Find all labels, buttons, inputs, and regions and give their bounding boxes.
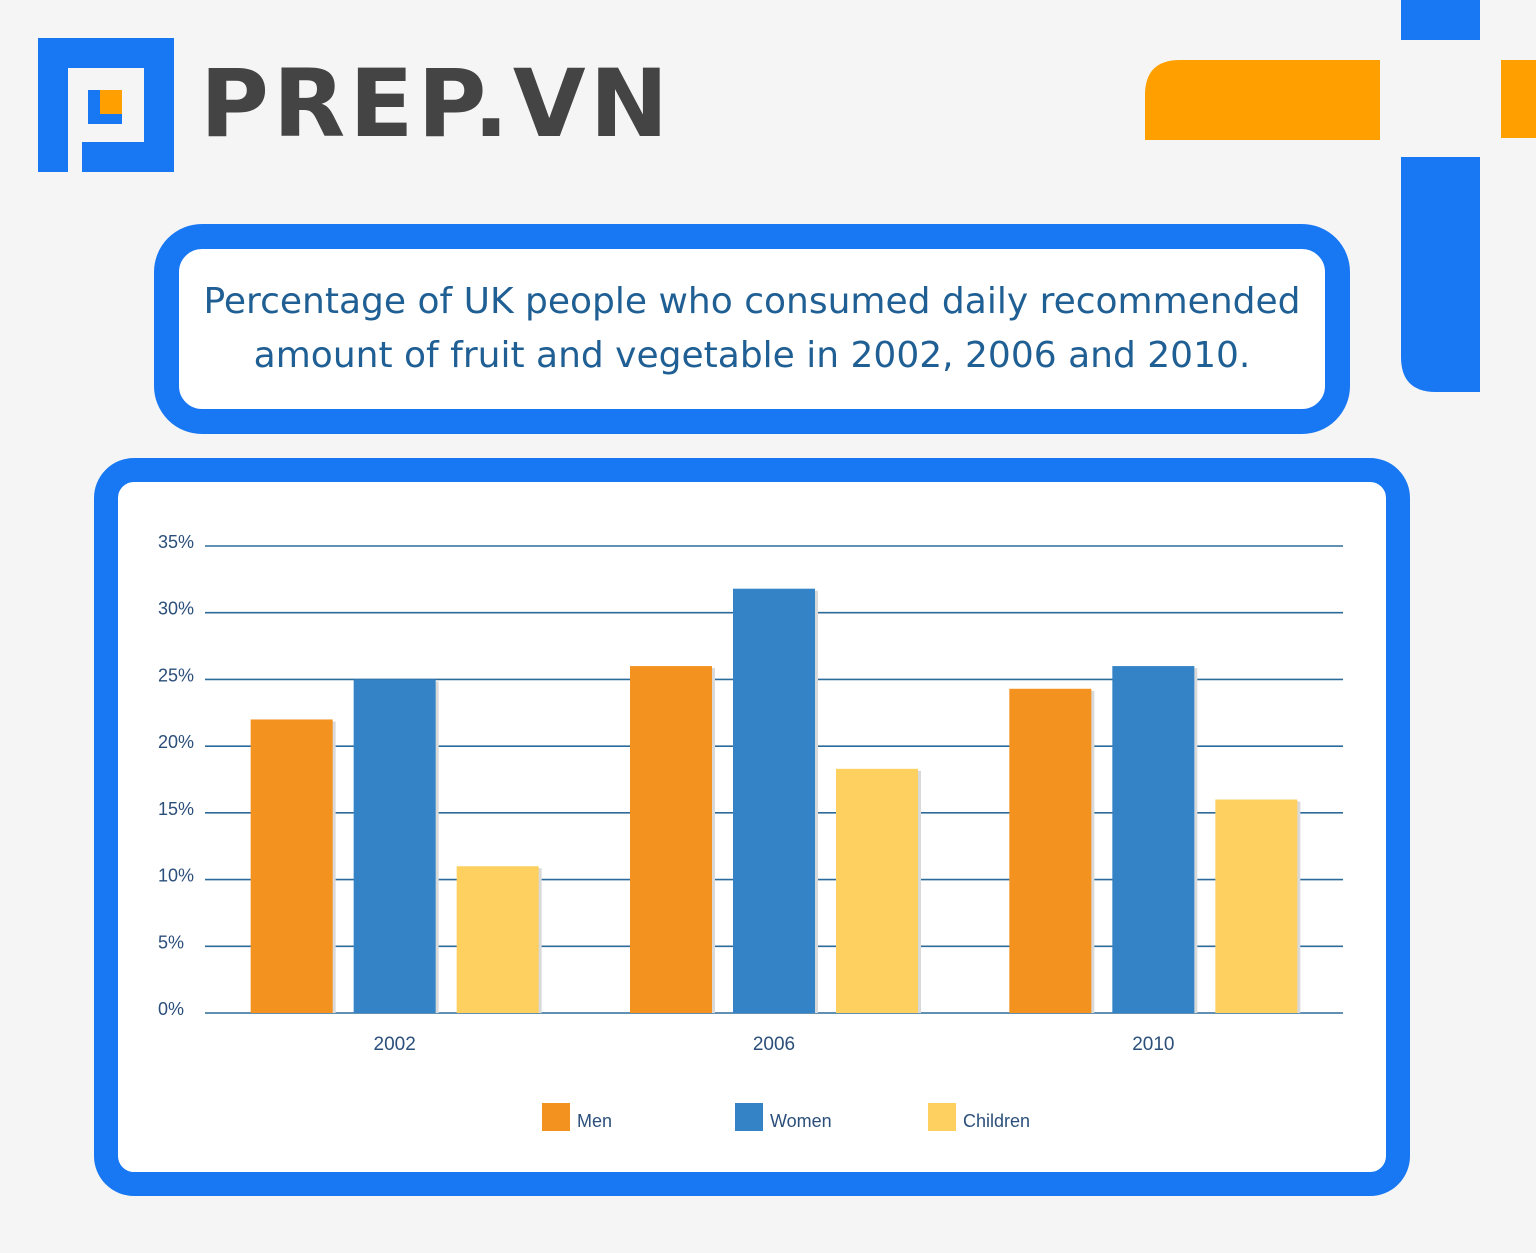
legend-swatch xyxy=(735,1103,763,1131)
brand-logo: PREP.VN xyxy=(38,38,672,172)
brand-name: PREP.VN xyxy=(200,50,673,159)
bar xyxy=(1112,666,1195,1013)
y-tick-label: 10% xyxy=(158,866,194,886)
bar xyxy=(630,666,712,1013)
x-category-label: 2006 xyxy=(753,1034,795,1055)
y-tick-label: 15% xyxy=(158,799,194,819)
bar xyxy=(733,588,815,1013)
bar xyxy=(1215,799,1298,1013)
legend-label: Children xyxy=(963,1111,1030,1131)
bar xyxy=(836,768,918,1013)
y-tick-label: 30% xyxy=(158,599,194,619)
chart-title: Percentage of UK people who consumed dai… xyxy=(203,281,1301,376)
legend-swatch xyxy=(542,1103,570,1131)
bar xyxy=(250,719,333,1013)
chart-title-box: Percentage of UK people who consumed dai… xyxy=(154,224,1350,434)
y-tick-label: 0% xyxy=(158,999,184,1019)
x-category-label: 2002 xyxy=(374,1034,416,1055)
bar xyxy=(353,679,436,1013)
y-tick-label: 35% xyxy=(158,532,194,552)
chart-panel: 0% 5% 10% 15% 20% 25% 30% 35% 2002 2006 2010 Men Wom… xyxy=(94,458,1410,1196)
prep-logo-icon xyxy=(38,38,174,172)
legend-label: Women xyxy=(770,1111,832,1131)
legend-label: Men xyxy=(577,1111,612,1131)
y-tick-label: 20% xyxy=(158,732,194,752)
legend-swatch xyxy=(928,1103,956,1131)
bar xyxy=(456,866,539,1013)
corner-decoration xyxy=(1145,0,1536,392)
y-tick-label: 5% xyxy=(158,932,184,952)
bar-chart: 0% 5% 10% 15% 20% 25% 30% 35% 2002 2006 2010 Men Wom… xyxy=(158,532,1343,1131)
bar xyxy=(1009,688,1092,1013)
x-category-label: 2010 xyxy=(1132,1034,1174,1055)
y-tick-label: 25% xyxy=(158,665,194,685)
